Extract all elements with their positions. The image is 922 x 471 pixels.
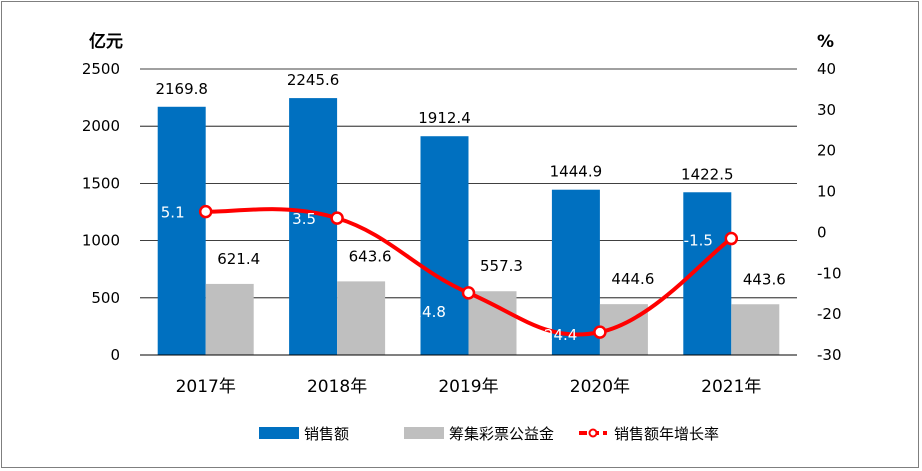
y-right-tick-label: 0 (817, 223, 827, 241)
y-right-tick-label: -10 (817, 264, 842, 282)
welfare-fund-value-label: 444.6 (611, 270, 654, 288)
y-right-tick-label: 40 (817, 60, 836, 78)
welfare-fund-bar (205, 283, 254, 355)
growth-value-label: -1.5 (684, 232, 713, 250)
x-tick-label: 2020年 (570, 377, 630, 397)
legend-growth-rate-label: 销售额年增长率 (614, 425, 719, 443)
growth-point (330, 211, 344, 225)
sales-bar (551, 189, 600, 355)
sales-bar (289, 98, 338, 355)
welfare-fund-value-label: 443.6 (743, 270, 786, 288)
x-tick-label: 2021年 (701, 377, 761, 397)
welfare-fund-value-label: 621.4 (217, 250, 260, 268)
x-tick-label: 2018年 (307, 377, 367, 397)
sales-bar (157, 106, 206, 356)
growth-point (593, 325, 607, 339)
welfare-fund-bar (337, 281, 386, 355)
x-tick-label: 2017年 (176, 377, 236, 397)
y-right-tick-label: -30 (817, 346, 842, 364)
growth-point (461, 286, 476, 300)
data-labels: 2169.8 621.4 2245.6 643.6 1912.4 557.3 1444.9 4… (155, 71, 785, 344)
y-left-tick-label: 2500 (82, 60, 120, 78)
growth-value-label: -14.8 (407, 303, 446, 321)
welfare-fund-bar (731, 304, 780, 355)
welfare-fund-value-label: 643.6 (349, 247, 392, 265)
growth-point (198, 204, 213, 219)
legend-welfare-fund-swatch (404, 427, 444, 439)
legend: 销售额 筹集彩票公益金 销售额年增长率 (259, 425, 719, 443)
y-right-unit: % (817, 32, 834, 52)
sales-bar (420, 136, 469, 355)
legend-growth-rate-marker (588, 428, 598, 438)
bars (157, 98, 780, 356)
y-right-tick-label: -20 (817, 305, 842, 323)
y-right-tick-label: 20 (817, 142, 836, 160)
sales-value-label: 1444.9 (550, 163, 603, 181)
y-right-tick-label: 30 (817, 101, 836, 119)
welfare-fund-bar (468, 291, 517, 355)
growth-point (724, 231, 739, 246)
axes: 0 500 1000 1500 2000 2500 -30 -20 -10 0 10 20 30 40 20… (82, 60, 842, 397)
legend-sales-label: 销售额 (304, 425, 349, 443)
sales-value-label: 2169.8 (155, 80, 208, 98)
growth-value-label: -24.4 (538, 326, 577, 344)
y-left-tick-label: 0 (110, 346, 120, 364)
x-tick-label: 2019年 (438, 377, 498, 397)
sales-value-label: 1912.4 (418, 109, 471, 127)
growth-value-label: 3.5 (292, 210, 316, 228)
growth-line (198, 204, 739, 339)
y-right-tick-label: 10 (817, 183, 836, 201)
legend-welfare-fund-label: 筹集彩票公益金 (449, 425, 554, 443)
y-left-tick-label: 500 (91, 289, 120, 307)
y-left-tick-label: 1000 (82, 232, 120, 250)
growth-value-label: 5.1 (161, 204, 185, 222)
legend-sales-swatch (259, 427, 299, 439)
welfare-fund-value-label: 557.3 (480, 257, 523, 275)
sales-value-label: 1422.5 (681, 165, 734, 183)
sales-value-label: 2245.6 (287, 71, 340, 89)
y-left-tick-label: 2000 (82, 117, 120, 135)
y-left-unit: 亿元 (89, 31, 123, 52)
y-left-tick-label: 1500 (82, 174, 120, 192)
